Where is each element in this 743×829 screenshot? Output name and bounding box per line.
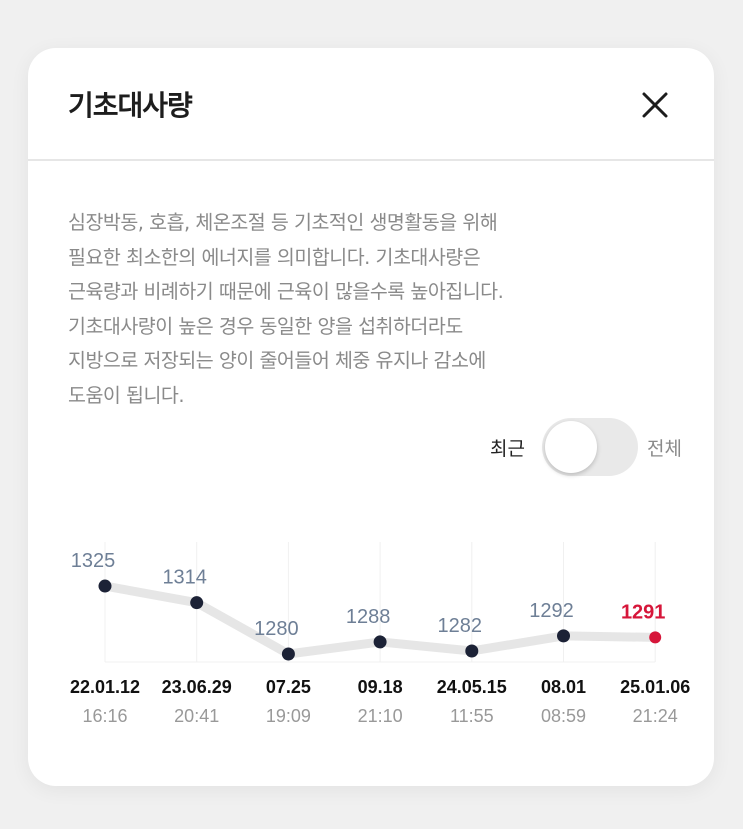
description: 심장박동, 호흡, 체온조절 등 기초적인 생명활동을 위해 필요한 최소한의 … [68,206,668,413]
range-toggle[interactable] [542,418,638,476]
page-title: 기초대사량 [68,89,193,122]
x-tick-time: 21:10 [358,706,403,726]
data-label: 1282 [438,615,483,637]
x-tick-date: 07.25 [266,677,311,697]
data-point [465,644,479,658]
x-tick-date: 25.01.06 [620,677,690,697]
data-label: 1288 [346,606,391,628]
x-tick-date: 24.05.15 [437,677,507,697]
data-label: 1314 [162,567,207,589]
x-tick-time: 08:59 [541,706,586,726]
data-point [190,596,204,610]
data-label: 1280 [254,618,299,640]
toggle-knob[interactable] [545,421,597,473]
data-label: 1325 [71,550,116,572]
description-line: 근육량과 비례하기 때문에 근육이 많을수록 높아집니다. [68,280,504,303]
x-tick-date: 22.01.12 [70,677,140,697]
x-tick-time: 20:41 [174,706,219,726]
data-point [649,631,662,644]
data-label: 1291 [621,601,666,623]
close-icon [642,92,668,118]
description-line: 지방으로 저장되는 양이 줄어들어 체중 유지나 감소에 [68,349,486,372]
x-tick-time: 21:24 [633,706,678,726]
description-line: 도움이 됩니다. [68,383,185,407]
x-tick-date: 09.18 [358,677,403,697]
data-point [281,647,295,661]
x-tick-time: 16:16 [82,706,127,726]
bmr-card: 기초대사량 심장박동, 호흡, 체온조절 등 기초적인 생명활동을 위해 필요한… [28,48,714,786]
data-point [557,629,570,643]
toggle-label-all[interactable]: 전체 [647,438,682,460]
description-line: 기초대사량이 높은 경우 동일한 양을 섭취하더라도 [68,314,463,338]
description-line: 심장박동, 호흡, 체온조절 등 기초적인 생명활동을 위해 [68,211,498,234]
close-button[interactable] [638,88,672,122]
description-line: 필요한 최소한의 에너지를 의미합니다. 기초대사량은 [68,245,481,269]
x-tick-time: 19:09 [266,706,311,726]
bmr-chart: 1325 22.01.12 16:16 1314 23.06.29 20:41 1280 07… [70,542,690,726]
x-tick-date: 23.06.29 [162,677,232,697]
data-label: 1292 [529,600,574,622]
x-tick-time: 11:55 [450,706,494,726]
data-point [98,579,112,593]
toggle-label-recent[interactable]: 최근 [490,438,525,460]
data-point [373,635,387,649]
x-tick-date: 08.01 [541,677,586,697]
header-divider [28,159,714,161]
